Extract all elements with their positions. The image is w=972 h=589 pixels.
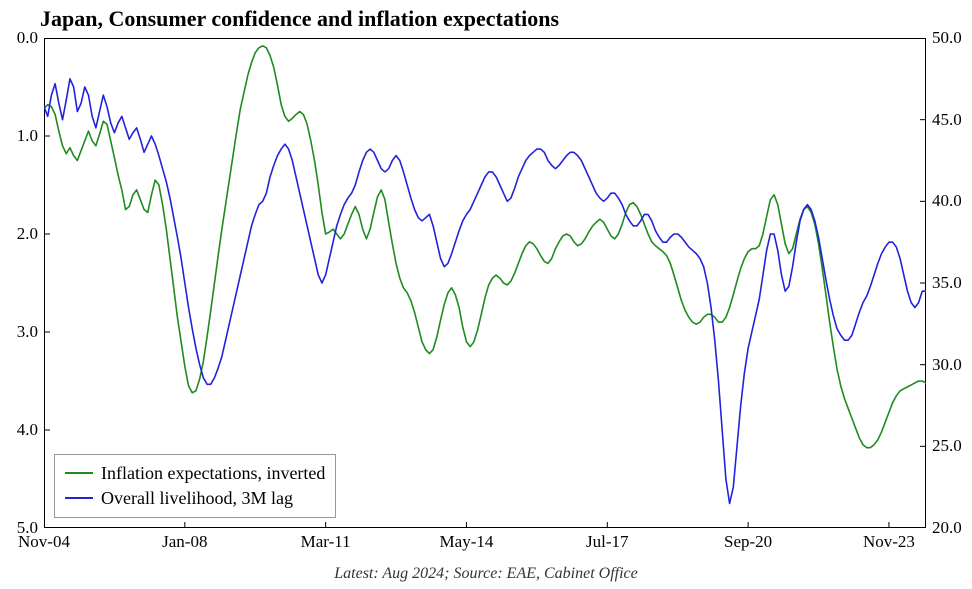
x-tick-label: Jul-17 [586,532,629,552]
chart-caption: Latest: Aug 2024; Source: EAE, Cabinet O… [0,565,972,583]
x-tick-label: Jan-08 [162,532,207,552]
y-left-tick-label: 3.0 [17,322,38,342]
x-tick-label: Nov-04 [18,532,70,552]
x-tick-label: May-14 [440,532,494,552]
x-tick-label: Nov-23 [863,532,915,552]
y-right-tick-label: 50.0 [932,28,962,48]
y-left-tick-label: 0.0 [17,28,38,48]
legend: Inflation expectations, invertedOverall … [54,454,336,518]
y-right-tick-label: 25.0 [932,436,962,456]
y-right-tick-label: 40.0 [932,191,962,211]
y-right-tick-label: 20.0 [932,518,962,538]
x-tick-label: Sep-20 [724,532,772,552]
legend-swatch [65,472,93,474]
chart-container: Japan, Consumer confidence and inflation… [0,0,972,589]
legend-label: Overall livelihood, 3M lag [101,486,293,511]
legend-label: Inflation expectations, inverted [101,461,325,486]
y-right-tick-label: 35.0 [932,273,962,293]
legend-item: Overall livelihood, 3M lag [65,486,325,511]
y-right-tick-label: 30.0 [932,355,962,375]
legend-item: Inflation expectations, inverted [65,461,325,486]
chart-title: Japan, Consumer confidence and inflation… [40,6,559,32]
legend-swatch [65,497,93,499]
y-right-tick-label: 45.0 [932,110,962,130]
x-tick-label: Mar-11 [301,532,351,552]
y-left-tick-label: 2.0 [17,224,38,244]
y-left-tick-label: 4.0 [17,420,38,440]
series-line [44,46,926,448]
y-left-tick-label: 1.0 [17,126,38,146]
series-line [44,79,926,504]
